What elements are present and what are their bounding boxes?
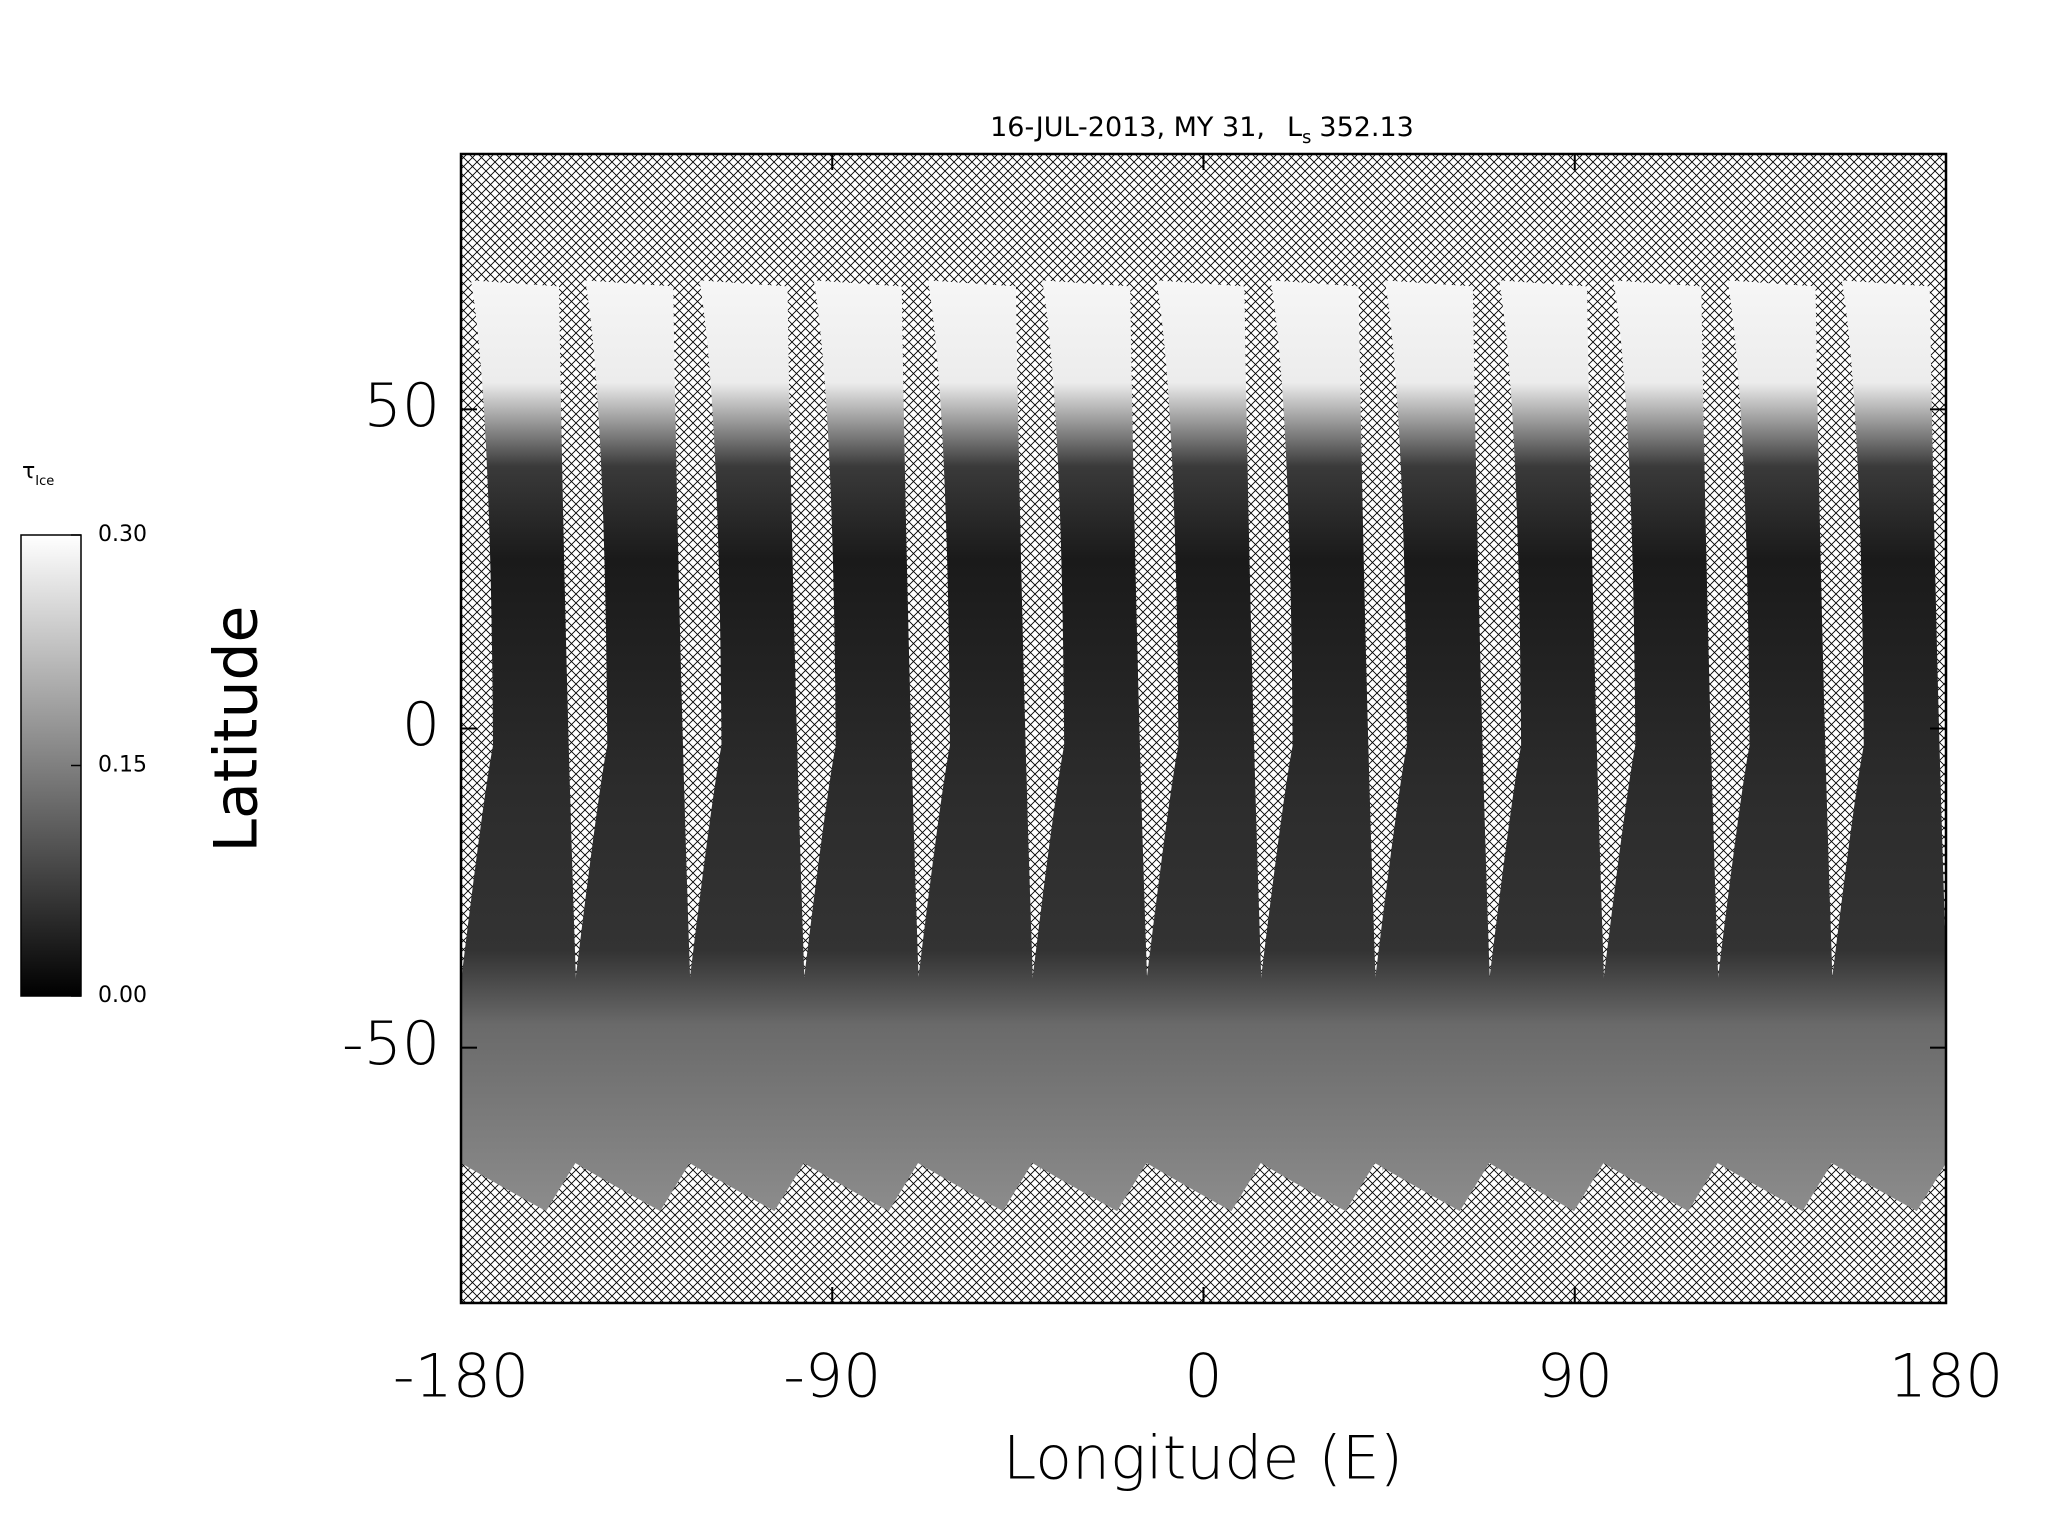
swath bbox=[897, 280, 1058, 1212]
x-tick-label: 180 bbox=[1889, 1342, 2004, 1412]
swath bbox=[461, 280, 601, 1212]
swath bbox=[555, 280, 716, 1212]
colorbar-symbol: τ bbox=[22, 459, 35, 484]
chart-title: 16-JUL-2013, MY 31, Ls 352.13 bbox=[990, 112, 1414, 149]
swath bbox=[1583, 280, 1744, 1212]
swath bbox=[1012, 280, 1173, 1212]
x-tick-label: 0 bbox=[1184, 1342, 1222, 1412]
swaths bbox=[461, 280, 1946, 1212]
colorbar-tick-label: 0.00 bbox=[98, 983, 147, 1008]
x-tick-label: 90 bbox=[1537, 1342, 1613, 1412]
colorbar-tick-label: 0.15 bbox=[98, 753, 147, 778]
swath bbox=[1926, 981, 1946, 1163]
swath bbox=[783, 280, 944, 1212]
title-value: 352.13 bbox=[1319, 112, 1413, 143]
y-tick-label: 50 bbox=[364, 371, 440, 441]
swath bbox=[1126, 280, 1287, 1212]
y-axis-label: Latitude bbox=[202, 606, 272, 853]
title-subscript: s bbox=[1302, 127, 1311, 148]
colorbar-subscript: Ice bbox=[35, 474, 54, 489]
title-symbol: L bbox=[1287, 112, 1302, 143]
swath bbox=[1469, 280, 1630, 1212]
y-tick-label: -50 bbox=[342, 1009, 440, 1079]
title-text: 16-JUL-2013, MY 31, bbox=[990, 112, 1265, 143]
swath bbox=[1697, 280, 1858, 1212]
y-tick-label: 0 bbox=[402, 690, 440, 760]
swath bbox=[669, 280, 830, 1212]
swath bbox=[1240, 280, 1401, 1212]
colorbar-label: τIce bbox=[22, 459, 54, 489]
x-tick-label: -90 bbox=[783, 1342, 881, 1412]
swath bbox=[1811, 280, 1946, 1212]
swath bbox=[1354, 280, 1515, 1212]
x-tick-label: -180 bbox=[393, 1342, 529, 1412]
colorbar-tick-label: 0.30 bbox=[98, 522, 147, 547]
x-axis-label: Longitude (E) bbox=[1003, 1424, 1403, 1494]
